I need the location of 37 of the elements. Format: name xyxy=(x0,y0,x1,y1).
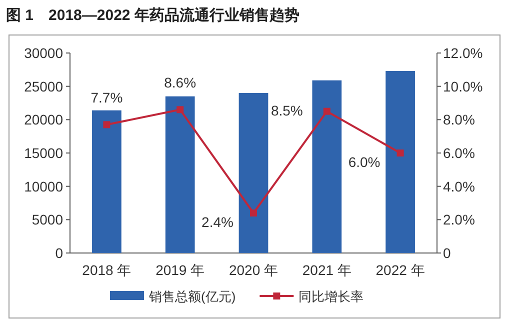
y-tick-label: 10000 xyxy=(24,178,64,194)
point xyxy=(176,106,184,114)
y2-tick-label: 8.0% xyxy=(443,112,475,128)
x-tick-label: 2018 年 xyxy=(82,262,132,278)
legend-label: 销售总额(亿元) xyxy=(148,289,236,304)
bar xyxy=(386,71,415,253)
y-tick-label: 20000 xyxy=(24,112,64,128)
x-tick-label: 2020 年 xyxy=(228,262,278,278)
data-label: 8.5% xyxy=(270,102,303,118)
y2-tick-label: 6.0% xyxy=(443,145,475,161)
data-label: 7.7% xyxy=(90,90,123,106)
y-tick-label: 5000 xyxy=(32,212,64,228)
y2-tick-label: 4.0% xyxy=(443,178,475,194)
y2-tick-label: 0 xyxy=(443,245,451,261)
y2-tick-label: 2.0% xyxy=(443,212,475,228)
y-tick-label: 25000 xyxy=(24,78,64,94)
x-tick-label: 2021 年 xyxy=(302,262,352,278)
x-tick-label: 2022 年 xyxy=(376,262,425,278)
point xyxy=(103,121,110,128)
point xyxy=(396,150,404,156)
data-label: 2.4% xyxy=(202,214,234,230)
bar xyxy=(312,80,342,253)
y2-tick-label: 12.0% xyxy=(443,45,483,61)
bar xyxy=(92,110,122,253)
point xyxy=(250,210,257,216)
y-tick-label: 30000 xyxy=(24,45,64,61)
data-label: 6.0% xyxy=(348,154,380,170)
bar xyxy=(165,96,195,253)
data-label: 8.6% xyxy=(164,74,196,91)
point xyxy=(323,108,330,115)
chart-title: 图 1 2018—2022 年药品流通行业销售趋势 xyxy=(6,6,300,24)
legend-label: 同比增长率 xyxy=(298,289,364,304)
x-tick-label: 2019 年 xyxy=(156,262,205,278)
bar xyxy=(238,93,268,253)
y2-tick-label: 10.0% xyxy=(443,78,483,94)
y-tick-label: 15000 xyxy=(24,145,64,161)
y-tick-label: 0 xyxy=(55,245,64,261)
